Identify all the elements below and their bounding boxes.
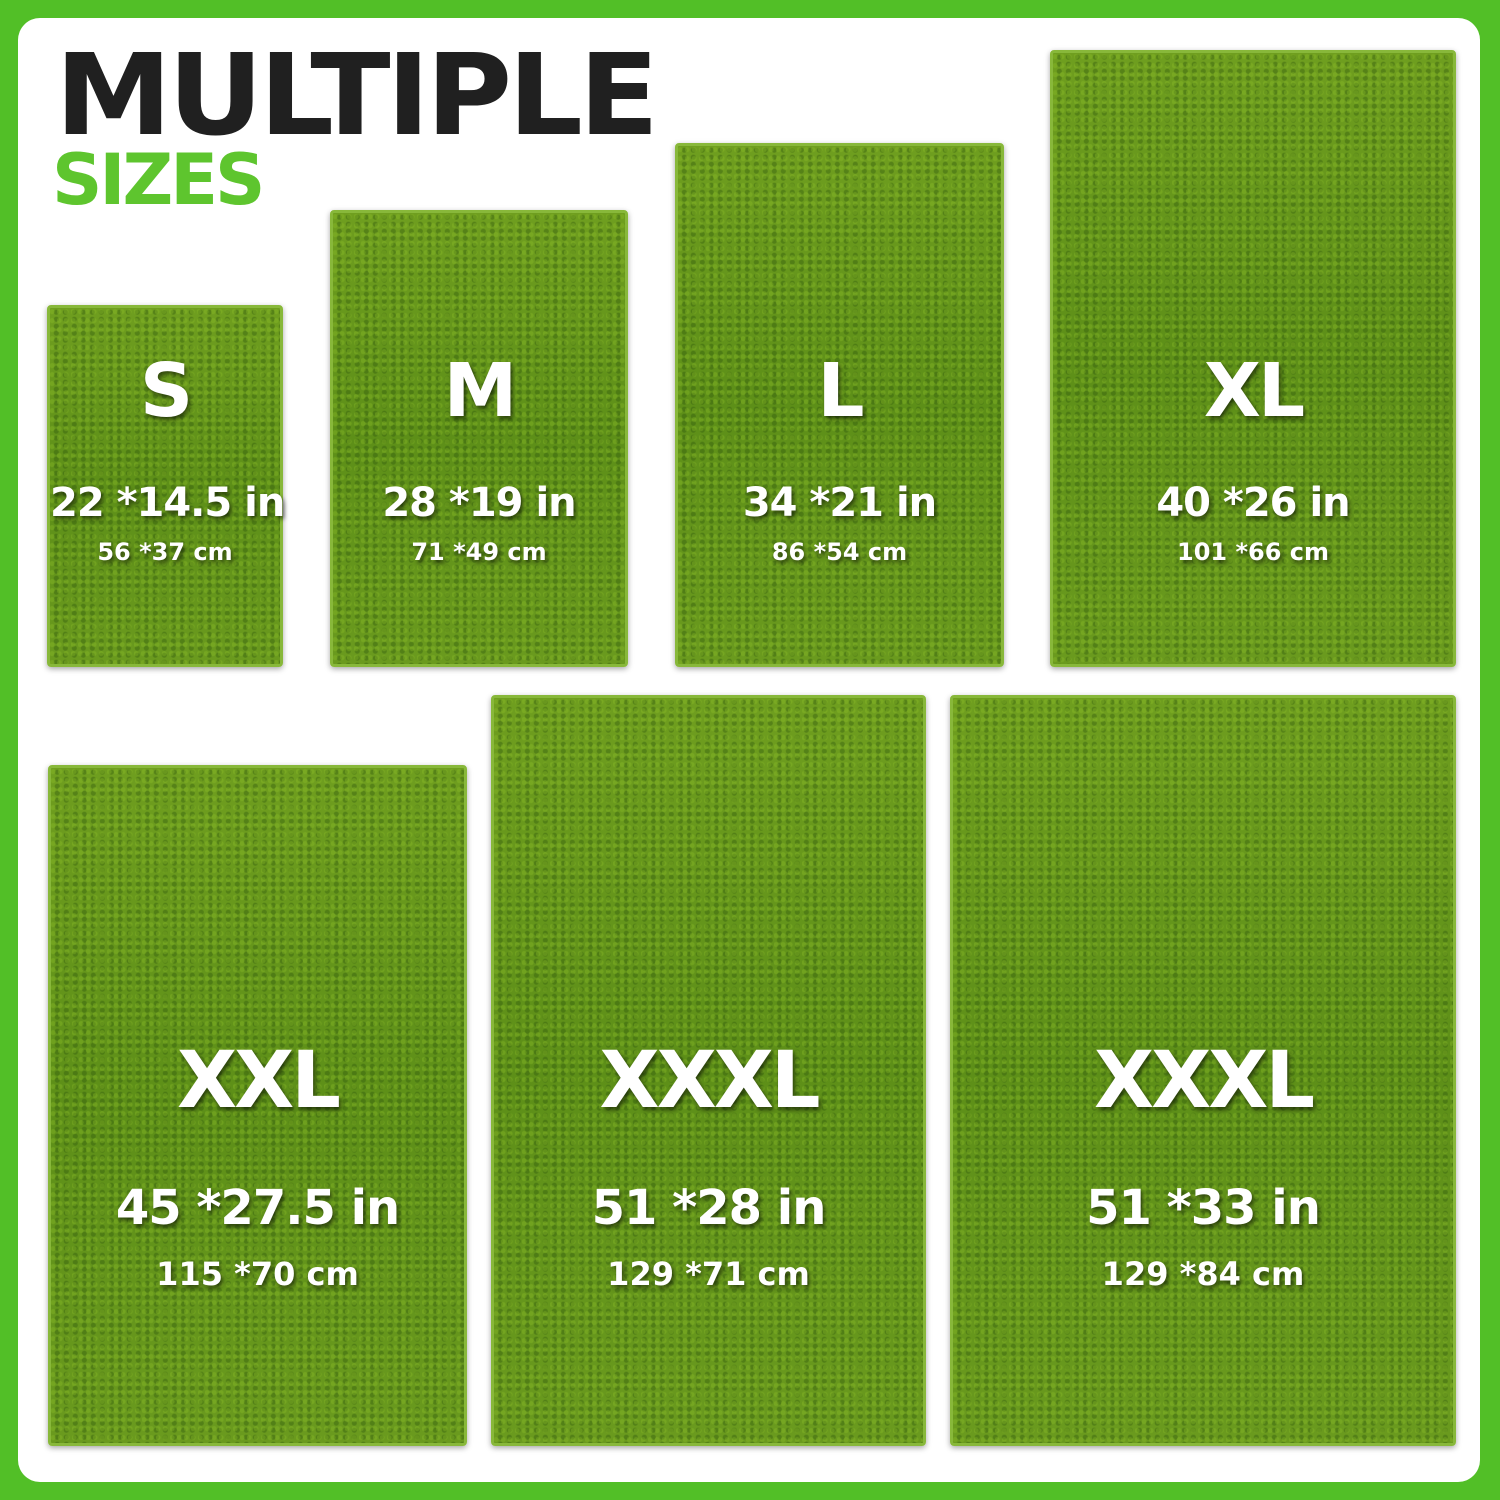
size-cm: 129 *84 cm xyxy=(1101,1255,1305,1293)
size-inches: 40 *26 in xyxy=(1156,480,1350,526)
size-inches: 22 *14.5 in xyxy=(50,480,285,526)
rug-xl: XL 40 *26 in 101 *66 cm xyxy=(1050,50,1456,667)
rug-l: L 34 *21 in 86 *54 cm xyxy=(675,143,1004,667)
size-inches: 28 *19 in xyxy=(382,480,576,526)
size-label: XXXL xyxy=(1093,1036,1315,1126)
size-cm: 56 *37 cm xyxy=(97,538,233,566)
size-inches: 34 *21 in xyxy=(742,480,937,526)
size-cm: 71 *49 cm xyxy=(411,538,547,566)
subtitle: SIZES xyxy=(52,139,265,221)
size-inches: 45 *27.5 in xyxy=(115,1180,400,1236)
size-label: XXL xyxy=(177,1036,341,1126)
size-label: S xyxy=(139,348,193,434)
size-label: XL xyxy=(1203,348,1305,434)
size-label: M xyxy=(443,348,518,434)
rug-s: S 22 *14.5 in 56 *37 cm xyxy=(47,305,285,667)
size-label: XXXL xyxy=(599,1036,820,1126)
size-label: L xyxy=(817,348,864,434)
size-cm: 86 *54 cm xyxy=(771,538,908,566)
rug-xxl: XXL 45 *27.5 in 115 *70 cm xyxy=(48,765,467,1446)
title: MULTIPLE xyxy=(55,31,659,161)
rug-xxxl-2: XXXL 51 *33 in 129 *84 cm xyxy=(950,695,1456,1446)
rug-xxxl-1: XXXL 51 *28 in 129 *71 cm xyxy=(491,695,926,1446)
size-cm: 115 *70 cm xyxy=(156,1255,359,1293)
size-inches: 51 *28 in xyxy=(591,1180,827,1236)
size-inches: 51 *33 in xyxy=(1086,1180,1321,1236)
rug-m: M 28 *19 in 71 *49 cm xyxy=(330,210,628,667)
size-cm: 101 *66 cm xyxy=(1177,538,1329,566)
size-cm: 129 *71 cm xyxy=(607,1255,810,1293)
